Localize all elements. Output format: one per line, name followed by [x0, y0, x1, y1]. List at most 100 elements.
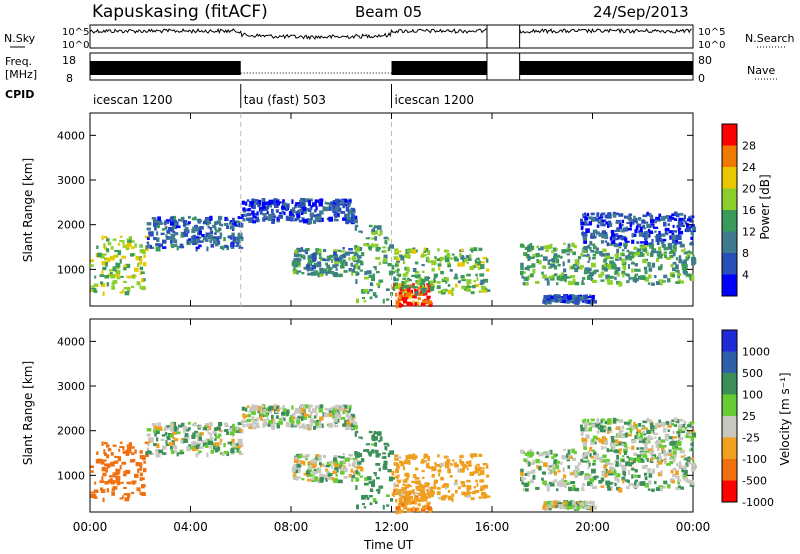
power-cell: [416, 280, 420, 285]
power-cell: [611, 260, 615, 266]
power-cell: [235, 224, 239, 227]
power-cell: [345, 261, 348, 267]
power-cell: [624, 237, 628, 242]
power-cell: [618, 246, 622, 249]
power-cell: [248, 204, 252, 207]
velocity-cell: [625, 463, 628, 467]
velocity-cell: [668, 457, 673, 460]
power-cell: [139, 285, 142, 290]
velocity-cell: [285, 409, 289, 413]
velocity-cell: [213, 442, 216, 446]
power-cell: [366, 270, 372, 275]
velocity-cell: [394, 475, 398, 479]
freq-tick-bottom: 8: [66, 72, 73, 85]
power-cell: [394, 285, 400, 289]
power-cell: [402, 277, 407, 280]
colorbar-swatch: [722, 437, 737, 459]
power-cell: [629, 224, 632, 228]
velocity-cell: [346, 420, 351, 426]
power-cell: [139, 261, 142, 265]
power-cell: [223, 244, 228, 248]
velocity-cell: [526, 451, 531, 456]
power-cell: [394, 278, 399, 282]
power-cell: [483, 290, 487, 293]
velocity-cell: [527, 481, 530, 486]
velocity-cell: [309, 468, 313, 473]
power-cell: [346, 200, 350, 205]
power-cell: [677, 273, 682, 276]
cpid-segment-label: tau (fast) 503: [244, 93, 326, 107]
velocity-cell: [663, 450, 666, 454]
power-cell: [195, 246, 198, 252]
power-cell: [651, 225, 654, 228]
velocity-cell: [348, 405, 352, 410]
power-cell: [105, 262, 108, 267]
velocity-cell: [330, 407, 334, 411]
velocity-cell: [402, 483, 407, 486]
velocity-cell: [639, 432, 643, 438]
power-cell: [241, 214, 244, 219]
velocity-cell: [601, 418, 606, 421]
ytick-label: 1000: [57, 263, 85, 276]
velocity-cell: [385, 494, 390, 497]
power-cell: [678, 222, 682, 227]
power-cell: [374, 225, 378, 229]
velocity-cell: [640, 447, 644, 450]
power-cell: [529, 243, 533, 247]
velocity-cell: [675, 463, 678, 467]
velocity-cell: [246, 418, 252, 423]
velocity-cell: [371, 443, 376, 446]
power-cell: [646, 211, 649, 216]
velocity-cell: [309, 418, 314, 423]
velocity-cell: [602, 429, 606, 433]
velocity-cell: [523, 482, 529, 488]
velocity-cell: [615, 427, 620, 430]
power-cell: [593, 245, 597, 250]
power-cell: [293, 252, 299, 257]
power-cell: [346, 219, 350, 225]
power-cell: [235, 241, 240, 244]
velocity-cell: [401, 486, 406, 491]
power-cell: [402, 260, 406, 265]
power-cell: [328, 216, 333, 222]
velocity-cell: [690, 430, 695, 434]
velocity-cell: [272, 407, 275, 412]
power-cell: [538, 247, 541, 251]
power-cell: [323, 206, 329, 212]
velocity-cell: [374, 501, 378, 504]
power-cell: [394, 269, 398, 273]
power-cell: [606, 278, 611, 282]
velocity-cell: [605, 427, 609, 431]
power-cell: [440, 256, 445, 261]
power-cell: [419, 277, 422, 282]
velocity-cell: [690, 447, 694, 452]
velocity-cell: [531, 469, 536, 474]
velocity-cell: [480, 491, 486, 496]
power-cell: [633, 246, 638, 250]
velocity-cell: [587, 450, 591, 455]
power-cell: [346, 214, 351, 220]
velocity-cell: [676, 431, 681, 434]
power-cell: [480, 279, 485, 285]
velocity-cell: [423, 453, 426, 458]
velocity-cell: [276, 422, 280, 427]
velocity-cell: [168, 442, 174, 446]
power-cell: [299, 198, 304, 203]
power-cell: [421, 278, 426, 283]
velocity-cell: [573, 470, 577, 473]
velocity-cell: [592, 459, 597, 463]
velocity-cell: [262, 423, 266, 428]
power-cell: [599, 219, 603, 223]
velocity-cell: [388, 476, 394, 482]
power-cell: [125, 263, 131, 268]
velocity-cell: [669, 460, 674, 465]
velocity-cell: [634, 481, 637, 486]
cpid-panel: CPID icescan 1200 tau (fast) 503 icescan 1…: [5, 84, 474, 108]
power-cell: [195, 238, 201, 243]
power-cell: [617, 227, 620, 232]
velocity-cell: [542, 504, 546, 507]
velocity-cell: [623, 471, 627, 477]
velocity-cell: [198, 425, 202, 429]
power-cell: [305, 248, 310, 251]
